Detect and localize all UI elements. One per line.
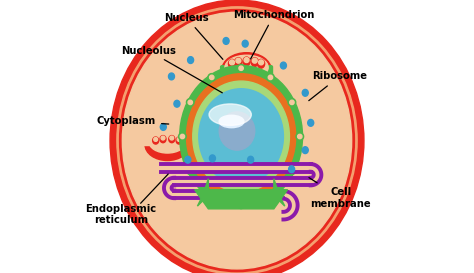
Text: Cytoplasm: Cytoplasm [97,117,169,126]
Ellipse shape [251,58,258,66]
Ellipse shape [186,167,194,174]
Ellipse shape [188,100,192,105]
Ellipse shape [243,57,250,66]
Ellipse shape [208,192,216,200]
Ellipse shape [298,134,302,139]
Polygon shape [274,179,285,206]
Ellipse shape [266,73,274,81]
Ellipse shape [110,0,364,273]
Ellipse shape [268,75,273,79]
Ellipse shape [247,156,254,163]
Ellipse shape [154,138,157,141]
Ellipse shape [281,62,286,69]
FancyBboxPatch shape [220,66,273,78]
Text: Cell
membrane: Cell membrane [309,177,371,209]
Ellipse shape [180,134,184,139]
Ellipse shape [161,136,165,140]
Ellipse shape [188,168,192,173]
Ellipse shape [288,167,296,174]
Ellipse shape [242,40,248,47]
Ellipse shape [169,136,175,143]
Polygon shape [283,191,298,219]
Ellipse shape [223,38,229,44]
Ellipse shape [228,60,236,68]
Ellipse shape [244,58,249,63]
Ellipse shape [237,201,245,209]
Ellipse shape [289,166,295,173]
Ellipse shape [174,100,180,107]
Ellipse shape [210,75,214,79]
Ellipse shape [193,81,290,192]
Ellipse shape [186,99,194,106]
Ellipse shape [160,136,166,143]
Ellipse shape [290,100,294,105]
Ellipse shape [225,55,268,80]
Ellipse shape [179,133,186,140]
Ellipse shape [268,194,273,198]
Ellipse shape [186,74,296,199]
Ellipse shape [210,194,214,198]
Ellipse shape [117,7,357,273]
Text: Mitochondrion: Mitochondrion [233,10,315,59]
Text: Nucleolus: Nucleolus [121,46,222,93]
Text: Ribosome: Ribosome [309,72,367,101]
Polygon shape [197,179,209,206]
Ellipse shape [188,57,193,64]
Ellipse shape [160,123,166,130]
Ellipse shape [236,58,241,63]
Ellipse shape [153,137,159,144]
Ellipse shape [222,53,271,87]
Ellipse shape [122,12,352,269]
Ellipse shape [239,203,243,207]
Ellipse shape [266,192,274,200]
Ellipse shape [208,73,216,81]
Ellipse shape [302,90,308,96]
Ellipse shape [229,60,235,65]
Ellipse shape [259,60,264,65]
Ellipse shape [219,115,244,128]
Polygon shape [164,178,174,198]
Ellipse shape [219,112,255,150]
Ellipse shape [170,136,173,140]
Ellipse shape [252,58,257,63]
Ellipse shape [209,104,251,125]
Ellipse shape [177,138,181,141]
Ellipse shape [288,99,296,106]
Ellipse shape [210,155,215,162]
Ellipse shape [168,73,174,80]
Text: Endoplasmic
reticulum: Endoplasmic reticulum [85,203,156,225]
Ellipse shape [145,129,190,161]
Bar [142,123,192,145]
Ellipse shape [180,66,302,207]
Polygon shape [311,164,321,185]
Ellipse shape [149,131,186,153]
Polygon shape [195,190,288,209]
Ellipse shape [296,133,304,140]
Ellipse shape [308,120,314,126]
Ellipse shape [302,147,308,153]
Ellipse shape [185,156,191,163]
Ellipse shape [199,89,283,184]
Text: Nucleus: Nucleus [164,13,223,59]
Ellipse shape [290,168,294,173]
Ellipse shape [257,60,264,68]
Ellipse shape [237,64,245,72]
Ellipse shape [176,137,182,144]
Ellipse shape [235,58,242,66]
Ellipse shape [239,66,243,70]
